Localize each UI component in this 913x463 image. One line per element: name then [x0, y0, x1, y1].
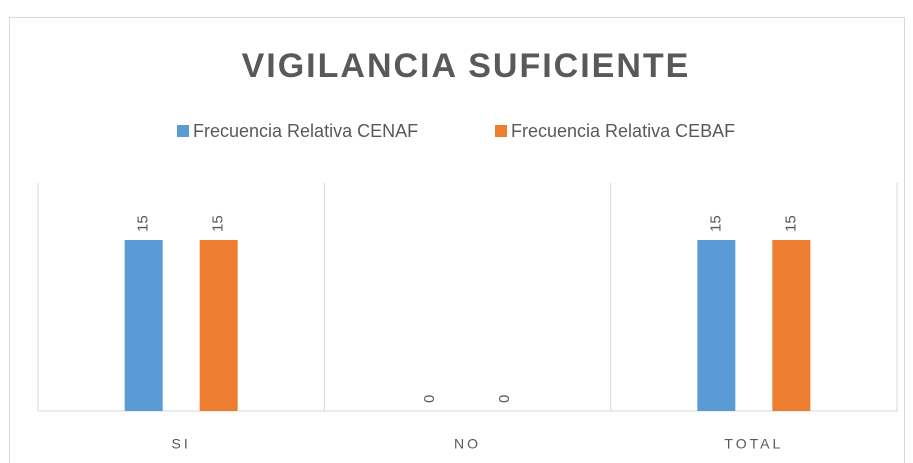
- data-label: 15: [707, 215, 724, 232]
- chart-title: VIGILANCIA SUFICIENTE: [242, 47, 691, 85]
- legend-swatch: [495, 125, 507, 137]
- bar: [772, 240, 811, 411]
- data-label: 0: [421, 395, 438, 403]
- bar: [697, 240, 736, 411]
- bar: [199, 240, 238, 411]
- data-label: 15: [210, 215, 227, 232]
- legend-label: Frecuencia Relativa CEBAF: [511, 121, 735, 141]
- x-tick-label: NO: [454, 436, 481, 452]
- x-tick-label: TOTAL: [724, 436, 783, 452]
- data-label: 15: [135, 215, 152, 232]
- bar: [124, 240, 163, 411]
- legend-label: Frecuencia Relativa CENAF: [193, 121, 418, 141]
- data-label: 0: [496, 395, 513, 403]
- x-tick-label: SI: [172, 436, 191, 452]
- data-label: 15: [782, 215, 799, 232]
- legend-swatch: [177, 125, 189, 137]
